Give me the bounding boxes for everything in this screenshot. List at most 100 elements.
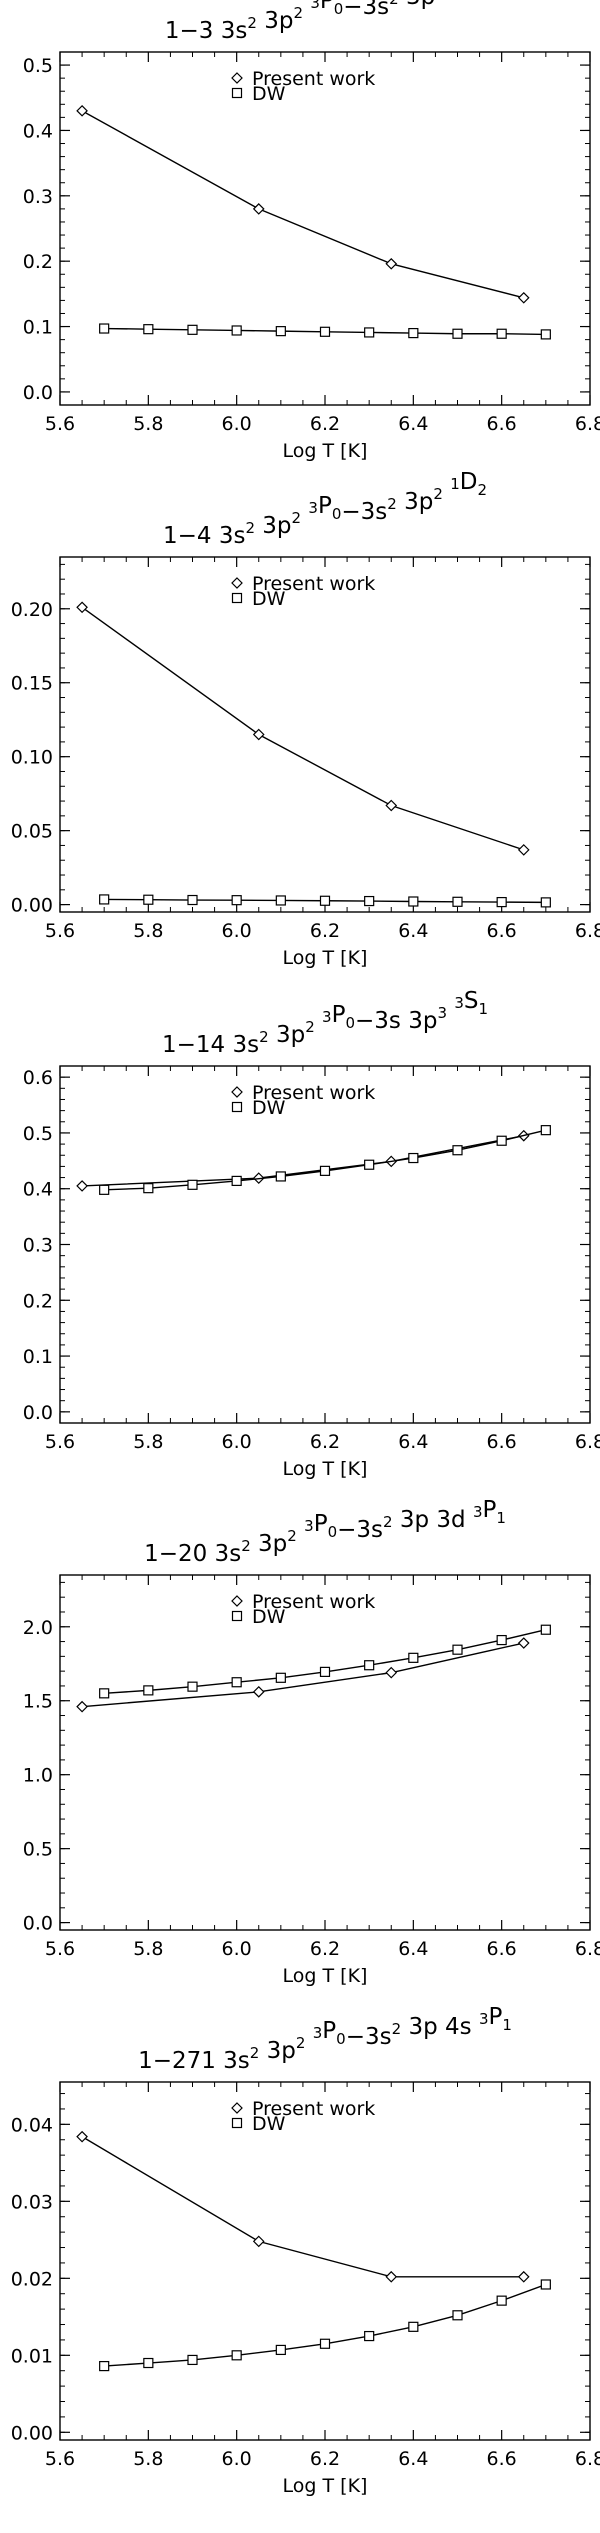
legend-label: DW: [252, 2113, 286, 2135]
y-tick-label: 0.3: [23, 1235, 53, 1257]
diamond-marker: [252, 1686, 265, 1698]
x-axis-label: Log T [K]: [283, 440, 368, 462]
x-tick-label: 6.6: [487, 920, 517, 942]
series-dw: [99, 323, 551, 340]
chart-title: 1−3 3s2 3p2 3P0−3s2 3p2 3P2: [165, 0, 485, 44]
square-marker: [275, 1171, 286, 1182]
y-tick-label: 0.2: [23, 1290, 53, 1312]
square-marker: [496, 1135, 507, 1146]
square-marker: [99, 1184, 110, 1195]
diamond-marker: [76, 601, 88, 614]
x-tick-label: 6.8: [575, 1431, 600, 1453]
legend-diamond-marker: [231, 2102, 243, 2114]
x-tick-label: 6.0: [222, 2448, 252, 2470]
y-tick-label: 0.10: [11, 747, 53, 769]
x-tick-label: 5.6: [45, 1431, 75, 1453]
y-tick-label: 0.03: [11, 2191, 53, 2213]
square-marker: [319, 2338, 331, 2349]
y-tick-label: 0.0: [23, 1402, 53, 1424]
square-marker: [452, 896, 463, 907]
square-marker: [408, 327, 419, 339]
square-marker: [364, 895, 375, 907]
diamond-marker: [385, 2270, 398, 2283]
x-tick-label: 6.4: [398, 413, 428, 435]
y-tick-label: 0.04: [11, 2114, 53, 2136]
square-marker: [99, 2360, 110, 2372]
y-tick-label: 2.0: [23, 1617, 53, 1639]
diamond-marker: [76, 2130, 88, 2143]
series-line: [81, 110, 524, 299]
square-marker: [143, 1685, 154, 1696]
x-tick-label: 6.6: [487, 1938, 517, 1960]
square-marker: [143, 1183, 154, 1194]
chart-title: 1−271 3s2 3p2 3P0−3s2 3p 4s 3P1: [138, 2004, 512, 2074]
square-marker: [187, 1681, 198, 1692]
diamond-marker: [76, 104, 88, 117]
x-tick-label: 6.2: [310, 413, 340, 435]
legend-label: Present work: [252, 68, 375, 90]
series-line: [104, 1629, 546, 1695]
square-marker: [231, 2350, 242, 2361]
square-marker: [99, 1688, 110, 1699]
square-marker: [408, 896, 419, 907]
series-line: [81, 2136, 524, 2278]
square-marker: [496, 328, 507, 339]
plot-frame: [59, 1574, 591, 1931]
square-marker: [319, 326, 331, 337]
legend-label: DW: [252, 83, 286, 105]
square-marker: [408, 1152, 419, 1164]
x-tick-label: 6.0: [222, 1938, 252, 1960]
legend-label: DW: [252, 588, 286, 610]
series-present-work: [76, 1129, 530, 1192]
chart-title: 1−20 3s2 3p2 3P0−3s2 3p 3d 3P1: [144, 1497, 506, 1567]
x-axis-label: Log T [K]: [283, 2475, 368, 2497]
square-marker: [452, 1644, 463, 1655]
square-marker: [496, 1634, 507, 1646]
x-tick-label: 6.0: [222, 413, 252, 435]
square-marker: [364, 1660, 375, 1671]
series-dw: [99, 894, 551, 908]
diamond-marker: [517, 291, 530, 304]
x-tick-label: 5.8: [133, 413, 163, 435]
x-tick-label: 6.4: [398, 920, 428, 942]
diamond-marker: [517, 844, 530, 856]
square-marker: [319, 1666, 331, 1677]
y-tick-label: 1.5: [23, 1691, 53, 1713]
plot-frame: [59, 51, 591, 406]
plot-frame: [59, 1065, 591, 1424]
square-marker: [408, 2321, 419, 2332]
x-tick-label: 6.2: [310, 920, 340, 942]
y-tick-label: 0.4: [23, 120, 53, 142]
legend-label: DW: [252, 1097, 286, 1119]
chart-panel-4: 1−20 3s2 3p2 3P0−3s2 3p 3d 3P1 5.6 5.8 6.0 6…: [23, 1497, 600, 1987]
x-tick-label: 5.6: [45, 1938, 75, 1960]
x-tick-label: 6.6: [487, 2448, 517, 2470]
square-marker: [187, 324, 198, 335]
legend-square-marker: [231, 1101, 243, 1113]
x-tick-label: 5.6: [45, 413, 75, 435]
square-marker: [143, 894, 154, 905]
x-tick-label: 6.8: [575, 1938, 600, 1960]
legend-label: DW: [252, 1606, 286, 1628]
legend-square-marker: [231, 592, 243, 604]
diamond-marker: [385, 799, 398, 812]
series-line: [104, 1129, 546, 1191]
x-tick-label: 5.8: [133, 920, 163, 942]
x-tick-label: 6.0: [222, 1431, 252, 1453]
x-tick-label: 6.8: [575, 413, 600, 435]
x-tick-label: 6.4: [398, 1938, 428, 1960]
y-tick-label: 0.00: [11, 895, 53, 917]
square-marker: [231, 325, 242, 336]
series-present-work: [76, 104, 530, 304]
diamond-marker: [385, 1666, 398, 1679]
x-tick-label: 5.6: [45, 920, 75, 942]
square-marker: [452, 1145, 463, 1156]
x-tick-label: 5.8: [133, 2448, 163, 2470]
legend-diamond-marker: [231, 577, 243, 589]
y-tick-label: 0.0: [23, 1913, 53, 1935]
y-tick-label: 0.00: [11, 2422, 53, 2444]
legend-diamond-marker: [231, 72, 243, 84]
x-axis-label: Log T [K]: [283, 1965, 368, 1987]
square-marker: [540, 1624, 551, 1635]
